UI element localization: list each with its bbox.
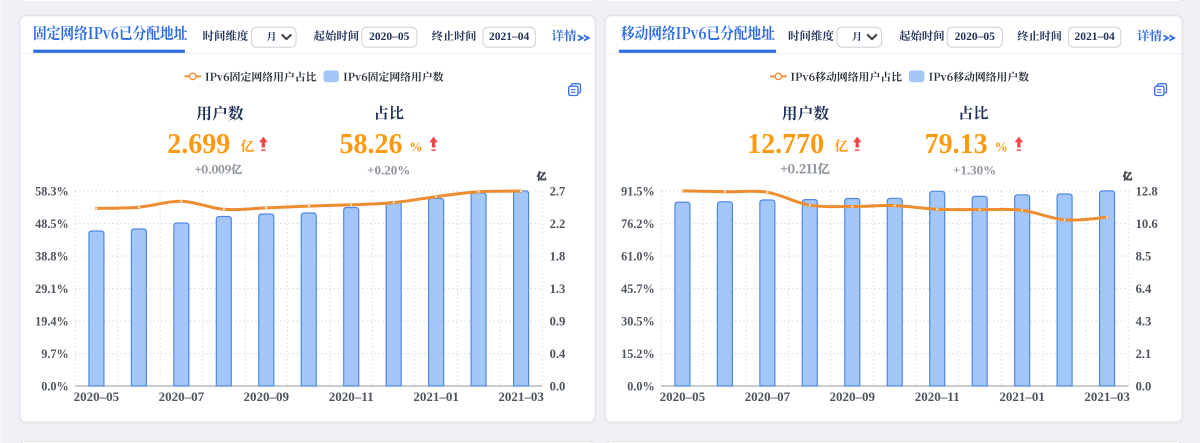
svg-text:0.0: 0.0	[550, 379, 566, 393]
svg-text:2020–05: 2020–05	[660, 389, 706, 404]
svg-text:2020–11: 2020–11	[329, 389, 374, 404]
svg-text:0.0%: 0.0%	[41, 379, 68, 393]
svg-text:58.26: 58.26	[340, 129, 403, 160]
svg-text:58.3%: 58.3%	[35, 184, 69, 198]
svg-text:2020–07: 2020–07	[159, 389, 205, 404]
svg-text:1.3: 1.3	[550, 282, 566, 296]
svg-text:0.4: 0.4	[550, 347, 566, 361]
svg-text:+0.20%: +0.20%	[367, 163, 410, 178]
svg-text:1.8: 1.8	[550, 249, 566, 263]
svg-text:2.1: 2.1	[1136, 347, 1152, 361]
svg-text:2021–03: 2021–03	[498, 389, 544, 404]
svg-text:+1.30%: +1.30%	[953, 163, 996, 178]
svg-text:0.0: 0.0	[1136, 379, 1152, 393]
svg-text:2021–01: 2021–01	[413, 389, 459, 404]
svg-text:2021–04: 2021–04	[1074, 31, 1115, 43]
svg-text:79.13: 79.13	[925, 129, 988, 160]
svg-text:91.5%: 91.5%	[621, 184, 655, 198]
svg-text:0.9: 0.9	[550, 314, 566, 328]
svg-text:38.8%: 38.8%	[35, 249, 69, 263]
svg-text:0.0%: 0.0%	[627, 379, 654, 393]
svg-text:61.0%: 61.0%	[621, 249, 655, 263]
svg-text:2021–01: 2021–01	[999, 389, 1045, 404]
svg-text:8.5: 8.5	[1136, 249, 1152, 263]
svg-text:4.3: 4.3	[1136, 314, 1152, 328]
svg-text:2020–09: 2020–09	[244, 389, 290, 404]
svg-text:2020–07: 2020–07	[745, 389, 791, 404]
svg-text:2020–05: 2020–05	[74, 389, 120, 404]
svg-text:2020–09: 2020–09	[830, 389, 876, 404]
svg-text:15.2%: 15.2%	[621, 347, 655, 361]
svg-text:29.1%: 29.1%	[35, 282, 69, 296]
svg-text:%: %	[409, 140, 423, 155]
svg-text:12.8: 12.8	[1136, 184, 1158, 198]
svg-text:2.699: 2.699	[167, 129, 230, 160]
svg-text:2020–11: 2020–11	[915, 389, 960, 404]
svg-text:2021–04: 2021–04	[489, 31, 530, 43]
svg-text:45.7%: 45.7%	[621, 282, 655, 296]
svg-text:6.4: 6.4	[1136, 282, 1152, 296]
svg-text:2020–05: 2020–05	[955, 31, 996, 43]
svg-text:9.7%: 9.7%	[41, 347, 68, 361]
svg-text:2020–05: 2020–05	[369, 31, 410, 43]
svg-text:30.5%: 30.5%	[621, 314, 655, 328]
svg-text:2.7: 2.7	[550, 184, 566, 198]
svg-text:19.4%: 19.4%	[35, 314, 69, 328]
svg-text:12.770: 12.770	[747, 129, 824, 160]
svg-text:%: %	[994, 140, 1008, 155]
svg-text:2021–03: 2021–03	[1084, 389, 1130, 404]
svg-text:48.5%: 48.5%	[35, 217, 69, 231]
svg-text:2.2: 2.2	[550, 217, 566, 231]
svg-text:10.6: 10.6	[1136, 217, 1158, 231]
svg-text:76.2%: 76.2%	[621, 217, 655, 231]
